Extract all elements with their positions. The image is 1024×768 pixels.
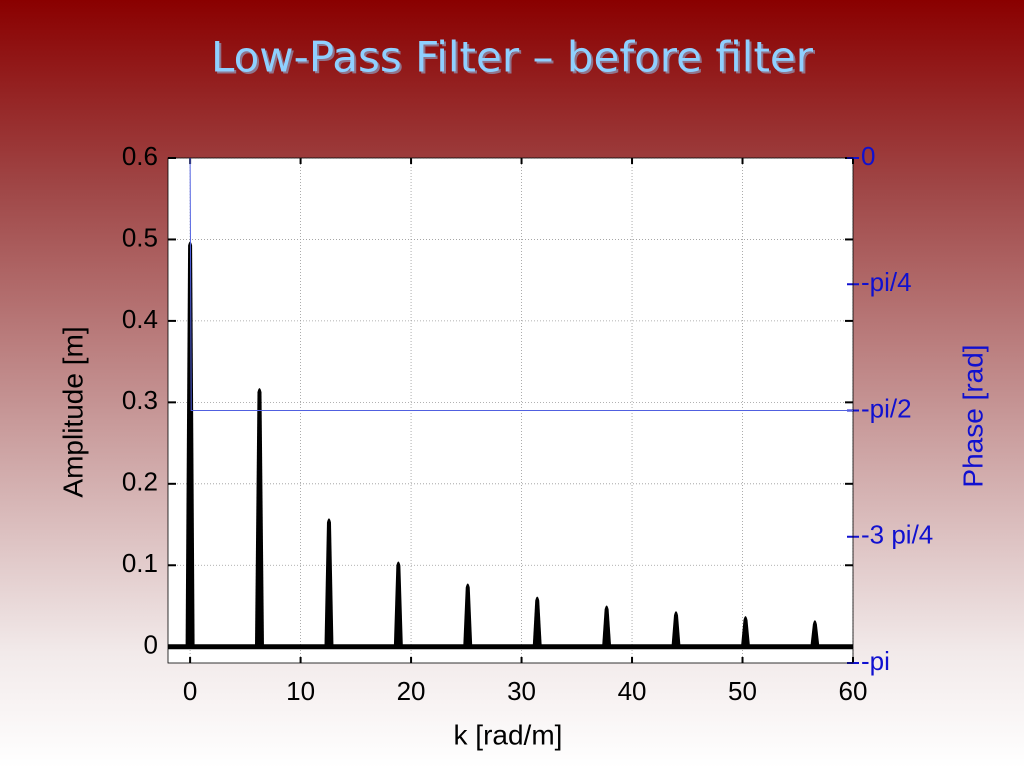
x-axis-label: k [rad/m] — [454, 719, 563, 750]
spike — [393, 561, 403, 647]
title-shadow: Low-Pass Filter – before filter — [213, 35, 816, 84]
y-tick-label: 0.2 — [122, 467, 158, 497]
chart-title: Low-Pass Filter – before filter — [211, 33, 814, 82]
spike — [185, 241, 195, 647]
x-tick-label: 10 — [286, 676, 315, 706]
y-tick-label: 0.6 — [122, 141, 158, 171]
y-tick-label: 0.4 — [122, 304, 158, 334]
y2-tick-label: 0 — [861, 141, 875, 171]
spike — [463, 583, 473, 647]
y2-tick-label: -pi — [861, 646, 890, 676]
y2-tick-label: -pi/2 — [861, 393, 912, 423]
spike — [671, 611, 681, 647]
x-tick-label: 60 — [839, 676, 868, 706]
spike — [254, 388, 264, 647]
spike — [740, 616, 750, 647]
x-tick-label: 30 — [507, 676, 536, 706]
spike — [324, 518, 334, 647]
y-tick-label: 0.3 — [122, 385, 158, 415]
y-tick-label: 0.5 — [122, 222, 158, 252]
y2-tick-label: -3 pi/4 — [861, 520, 933, 550]
x-tick-label: 20 — [397, 676, 426, 706]
x-tick-label: 40 — [618, 676, 647, 706]
spike — [532, 596, 542, 647]
spike — [810, 620, 820, 647]
x-tick-label: 0 — [183, 676, 197, 706]
y-tick-label: 0.1 — [122, 548, 158, 578]
y-tick-label: 0 — [144, 630, 158, 660]
spike — [602, 605, 612, 647]
y-axis-label: Amplitude [m] — [57, 326, 88, 497]
y2-tick-label: -pi/4 — [861, 267, 912, 297]
x-tick-label: 50 — [728, 676, 757, 706]
phase-line — [189, 157, 853, 411]
y2-axis-label: Phase [rad] — [957, 344, 988, 487]
